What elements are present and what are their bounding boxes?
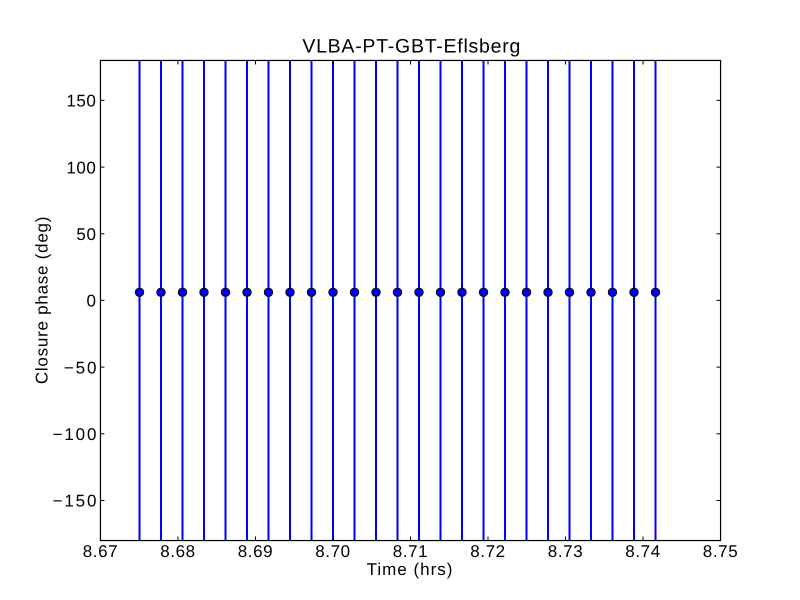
svg-text:8.73: 8.73 bbox=[548, 542, 584, 561]
svg-text:100: 100 bbox=[66, 158, 96, 177]
svg-text:−100: −100 bbox=[53, 425, 99, 444]
svg-text:0: 0 bbox=[86, 292, 96, 311]
svg-text:8.70: 8.70 bbox=[315, 542, 351, 561]
svg-text:8.71: 8.71 bbox=[393, 542, 429, 561]
svg-text:−50: −50 bbox=[64, 358, 98, 377]
svg-text:Time (hrs): Time (hrs) bbox=[367, 560, 454, 579]
svg-text:8.69: 8.69 bbox=[238, 542, 274, 561]
svg-text:50: 50 bbox=[76, 225, 96, 244]
svg-text:8.72: 8.72 bbox=[470, 542, 506, 561]
svg-text:VLBA-PT-GBT-Eflsberg: VLBA-PT-GBT-Eflsberg bbox=[302, 36, 521, 58]
svg-text:150: 150 bbox=[66, 92, 96, 111]
svg-text:−150: −150 bbox=[53, 492, 99, 511]
svg-text:8.75: 8.75 bbox=[703, 542, 739, 561]
svg-text:8.68: 8.68 bbox=[160, 542, 196, 561]
svg-text:8.67: 8.67 bbox=[83, 542, 119, 561]
svg-text:8.74: 8.74 bbox=[625, 542, 661, 561]
svg-text:Closure phase (deg): Closure phase (deg) bbox=[33, 216, 52, 384]
